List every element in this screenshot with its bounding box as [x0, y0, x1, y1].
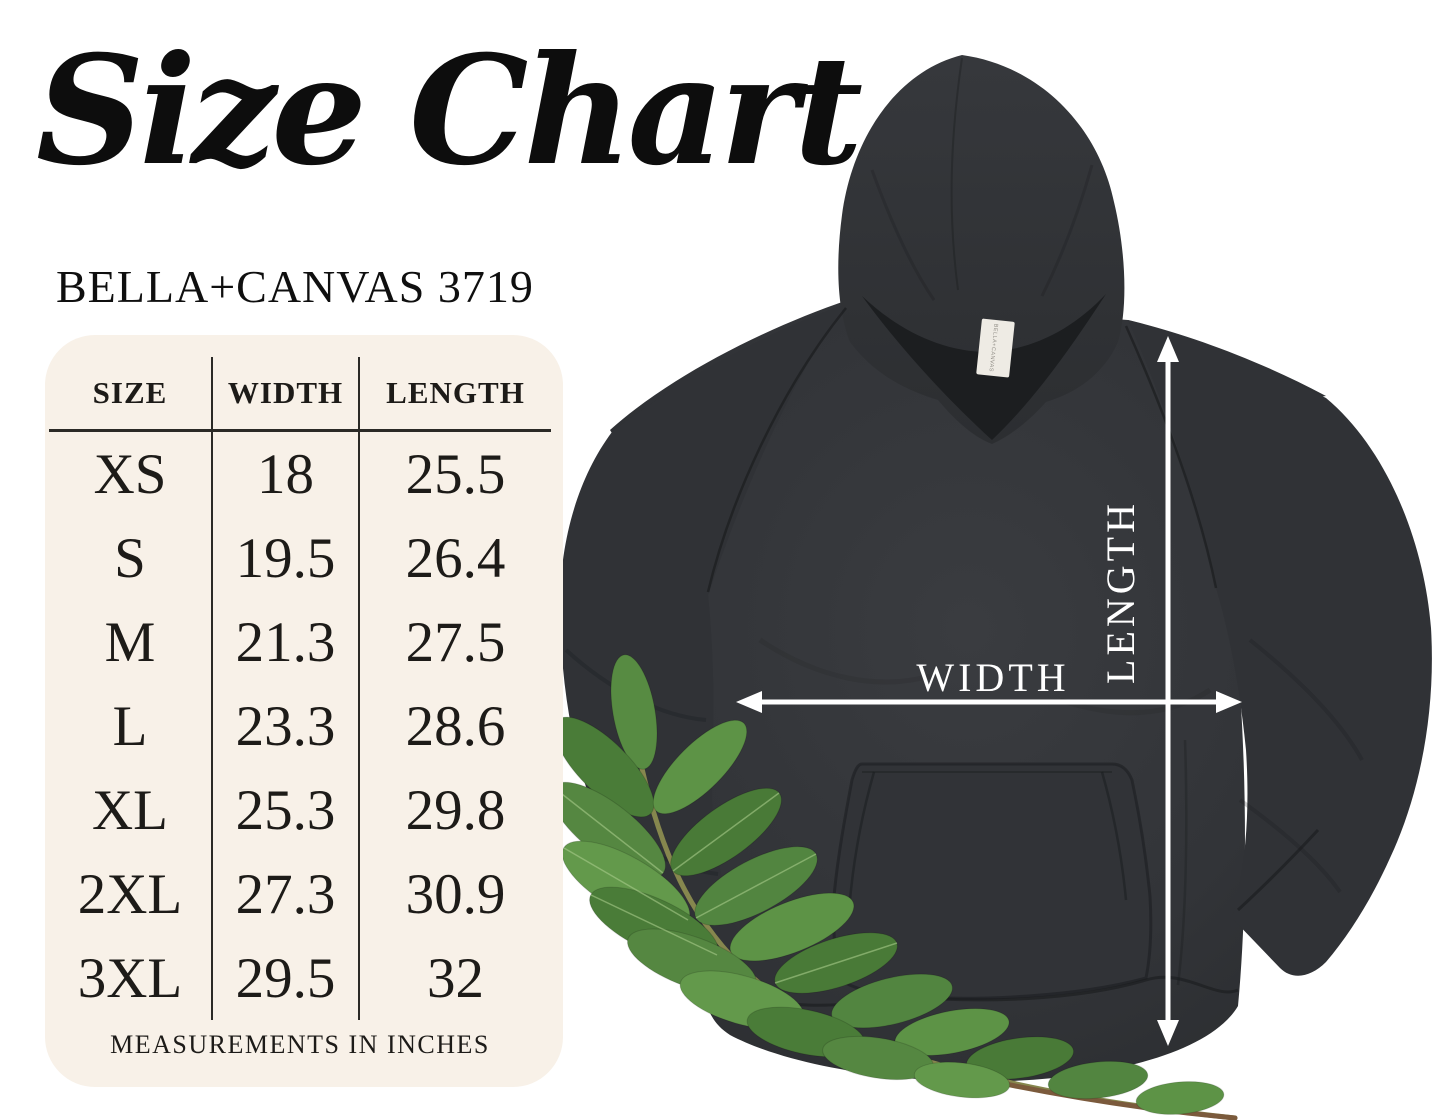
length-cell: 32 — [427, 946, 484, 1010]
size-cell: XS — [49, 432, 213, 516]
hem-seam — [709, 975, 1239, 1007]
size-cell: M — [49, 600, 213, 684]
width-cell: 23.3 — [213, 684, 360, 768]
leaf-veins — [552, 786, 898, 984]
size-cell: 3XL — [49, 936, 213, 1020]
width-cell: 21.3 — [213, 600, 360, 684]
hoodie-right-sleeve — [1128, 320, 1432, 976]
length-column-header: LENGTH — [360, 357, 551, 432]
length-label: LENGTH — [1098, 500, 1143, 684]
measurement-arrows: WIDTH LENGTH — [736, 336, 1242, 1046]
size-cell: S — [49, 516, 213, 600]
length-cell: 29.8 — [405, 778, 506, 842]
product-subtitle: BELLA+CANVAS 3719 — [56, 261, 534, 312]
length-cell: 26.4 — [405, 526, 506, 590]
neck-tag-label: BELLA+CANVAS — [987, 323, 998, 372]
width-label: WIDTH — [916, 655, 1069, 700]
length-cell: 25.5 — [405, 442, 506, 506]
neck-tag: BELLA+CANVAS — [976, 318, 1015, 378]
length-cell: 30.9 — [405, 862, 506, 926]
width-cell: 27.3 — [213, 852, 360, 936]
size-cell: L — [49, 684, 213, 768]
length-cell: 28.6 — [405, 694, 506, 758]
pocket-stitching — [848, 771, 1128, 901]
leaf-branch — [550, 654, 1238, 1120]
width-cell: 25.3 — [213, 768, 360, 852]
measurements-footnote: MEASUREMENTS IN INCHES — [110, 1030, 490, 1059]
width-cell: 29.5 — [213, 936, 360, 1020]
width-column-header: WIDTH — [213, 357, 360, 432]
size-cell: 2XL — [49, 852, 213, 936]
page-title: Size Chart — [36, 23, 863, 199]
size-cell: XL — [49, 768, 213, 852]
size-column-header: SIZE — [49, 357, 213, 432]
length-cell: 27.5 — [405, 610, 506, 674]
length-arrow — [1157, 336, 1179, 1046]
width-arrow — [736, 691, 1242, 713]
width-cell: 19.5 — [213, 516, 360, 600]
size-table-grid: SIZE WIDTH LENGTH XS 18 25.5 S 19.5 26.4 M 21.3… — [49, 357, 551, 1020]
width-cell: 18 — [213, 432, 360, 516]
size-chart-card: SIZE WIDTH LENGTH XS 18 25.5 S 19.5 26.4 M 21.3… — [45, 335, 563, 1087]
